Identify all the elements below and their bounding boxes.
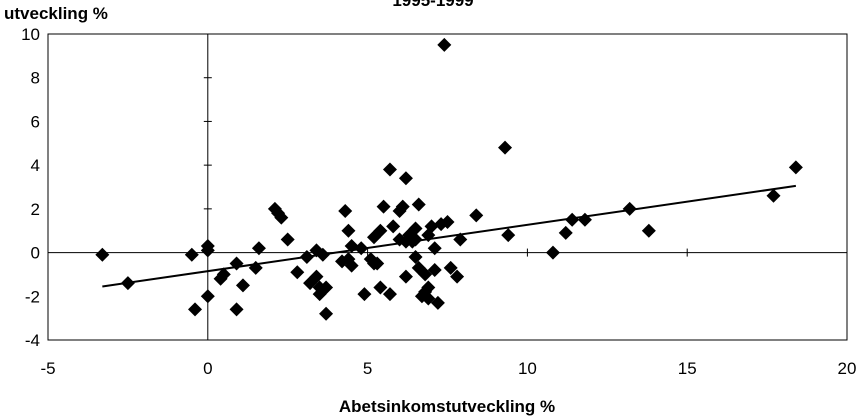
data-point <box>411 197 426 212</box>
data-point <box>766 188 781 203</box>
data-point <box>370 256 385 271</box>
x-tick-label: 10 <box>518 359 537 378</box>
x-axis-label: Abetsinkomstutveckling % <box>339 397 555 416</box>
x-tick-label: 15 <box>678 359 697 378</box>
trendline <box>102 184 797 288</box>
data-point <box>280 232 295 247</box>
data-point <box>443 260 458 275</box>
plot-area-border <box>47 33 848 341</box>
y-tick-label: 4 <box>31 156 40 175</box>
zero-axes <box>48 34 847 340</box>
data-point <box>437 37 452 52</box>
data-point <box>450 269 465 284</box>
data-point <box>319 280 334 295</box>
y-tick-label: -4 <box>25 331 40 350</box>
data-point <box>398 171 413 186</box>
x-tick-label: 0 <box>203 359 212 378</box>
data-point <box>565 212 580 227</box>
y-tick-label: 2 <box>31 200 40 219</box>
data-point <box>558 225 573 240</box>
data-point <box>319 306 334 321</box>
data-point <box>344 239 359 254</box>
data-point <box>344 258 359 273</box>
data-point <box>373 280 388 295</box>
data-point <box>498 140 513 155</box>
y-tick-label: 0 <box>31 244 40 263</box>
data-point <box>440 214 455 229</box>
data-point <box>382 162 397 177</box>
data-point <box>398 269 413 284</box>
data-point <box>235 278 250 293</box>
y-tick-label: -2 <box>25 287 40 306</box>
data-point <box>427 263 442 278</box>
chart-title: 1995-1999 <box>392 0 473 10</box>
data-point <box>501 228 516 243</box>
data-point <box>641 223 656 238</box>
data-point <box>408 232 423 247</box>
data-point <box>354 241 369 256</box>
data-point <box>386 219 401 234</box>
data-point <box>309 269 324 284</box>
data-point <box>382 287 397 302</box>
y-tick-label: 6 <box>31 112 40 131</box>
x-tick-label: 5 <box>363 359 372 378</box>
data-point <box>430 295 445 310</box>
data-point <box>545 245 560 260</box>
data-point <box>120 276 135 291</box>
x-tick-label: 20 <box>838 359 857 378</box>
data-point <box>424 219 439 234</box>
data-point <box>229 256 244 271</box>
y-axis-label: utveckling % <box>4 4 108 23</box>
data-point <box>408 221 423 236</box>
data-point <box>299 249 314 264</box>
data-point <box>184 247 199 262</box>
data-point <box>408 249 423 264</box>
data-point <box>216 267 231 282</box>
trendline-group <box>102 184 797 288</box>
data-point <box>622 201 637 216</box>
data-point <box>338 204 353 219</box>
data-point <box>427 241 442 256</box>
y-tick-label: 8 <box>31 69 40 88</box>
data-point <box>453 232 468 247</box>
data-point <box>788 160 803 175</box>
y-tick-label: 10 <box>21 25 40 44</box>
data-point <box>251 241 266 256</box>
data-point <box>188 302 203 317</box>
data-point <box>200 243 215 258</box>
data-point <box>376 199 391 214</box>
data-point <box>95 247 110 262</box>
data-point <box>577 212 592 227</box>
y-axis: -4 -2 0 2 4 6 8 10 <box>21 25 212 350</box>
data-point <box>373 223 388 238</box>
data-point <box>274 210 289 225</box>
data-point <box>421 280 436 295</box>
data-point <box>469 208 484 223</box>
data-points <box>95 37 803 321</box>
data-point <box>341 223 356 238</box>
data-point <box>248 260 263 275</box>
data-point <box>315 247 330 262</box>
data-point <box>395 199 410 214</box>
x-tick-label: -5 <box>40 359 55 378</box>
data-point <box>229 302 244 317</box>
data-point <box>200 289 215 304</box>
data-point <box>290 265 305 280</box>
data-point <box>357 287 372 302</box>
